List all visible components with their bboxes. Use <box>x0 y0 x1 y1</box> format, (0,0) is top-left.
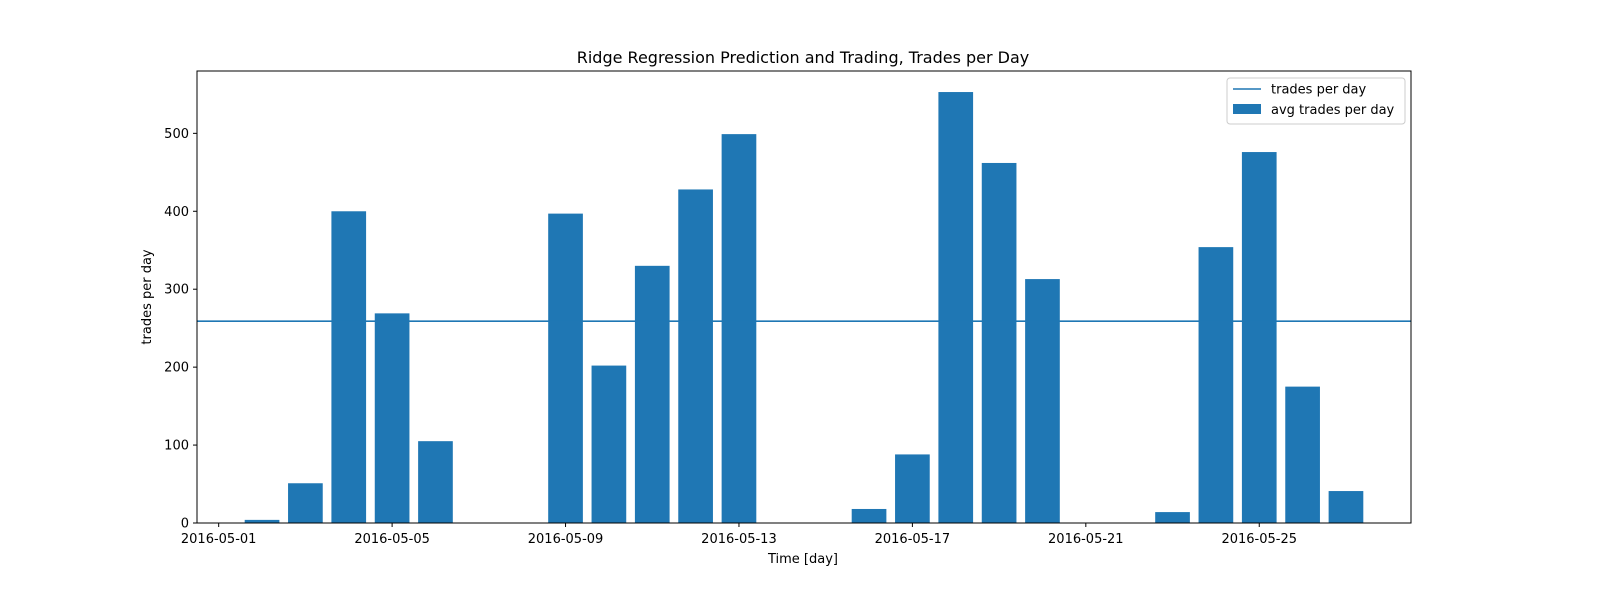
x-tick-label: 2016-05-17 <box>875 532 951 547</box>
x-tick-label: 2016-05-13 <box>701 532 777 547</box>
y-tick-label: 400 <box>164 205 189 220</box>
bar <box>938 92 974 523</box>
y-tick-label: 300 <box>164 283 189 298</box>
bar <box>1285 386 1320 523</box>
y-tick-label: 0 <box>181 517 189 532</box>
y-tick-label: 500 <box>164 127 189 142</box>
bar <box>895 454 930 523</box>
bar <box>548 213 583 523</box>
x-tick-label: 2016-05-25 <box>1221 532 1297 547</box>
bar-group <box>244 92 1364 523</box>
legend-label-bar: avg trades per day <box>1271 103 1395 118</box>
x-tick-label: 2016-05-21 <box>1048 532 1124 547</box>
bar <box>1155 512 1190 523</box>
bar <box>678 189 713 523</box>
bar <box>1241 152 1277 523</box>
bar <box>331 211 367 523</box>
x-tick-label: 2016-05-05 <box>354 532 430 547</box>
bar <box>1198 247 1234 523</box>
bar <box>851 508 887 523</box>
y-axis-label: trades per day <box>140 249 155 345</box>
bar <box>981 162 1017 523</box>
legend-frame <box>1226 77 1406 125</box>
legend-label-line: trades per day <box>1271 83 1367 98</box>
bar <box>721 134 757 523</box>
bar <box>418 441 453 523</box>
bar <box>1328 491 1364 523</box>
bar <box>374 313 410 523</box>
bar <box>634 265 670 523</box>
bar <box>591 365 627 523</box>
y-tick-label: 200 <box>164 361 189 376</box>
x-tick-label: 2016-05-09 <box>528 532 604 547</box>
legend: trades per day avg trades per day <box>1226 77 1406 125</box>
x-axis-label: Time [day] <box>767 552 838 567</box>
plot-frame <box>196 70 1412 524</box>
bar <box>1025 279 1060 523</box>
legend-bar-swatch <box>1233 104 1261 114</box>
bar <box>244 519 280 523</box>
y-tick-label: 100 <box>164 439 189 454</box>
axes-group: 0 100 200 300 400 500 2016-05-01 2016-05-05 2016… <box>164 70 1412 547</box>
bar <box>288 483 323 523</box>
x-tick-label: 2016-05-01 <box>181 532 257 547</box>
chart-title: Ridge Regression Prediction and Trading,… <box>577 48 1030 67</box>
